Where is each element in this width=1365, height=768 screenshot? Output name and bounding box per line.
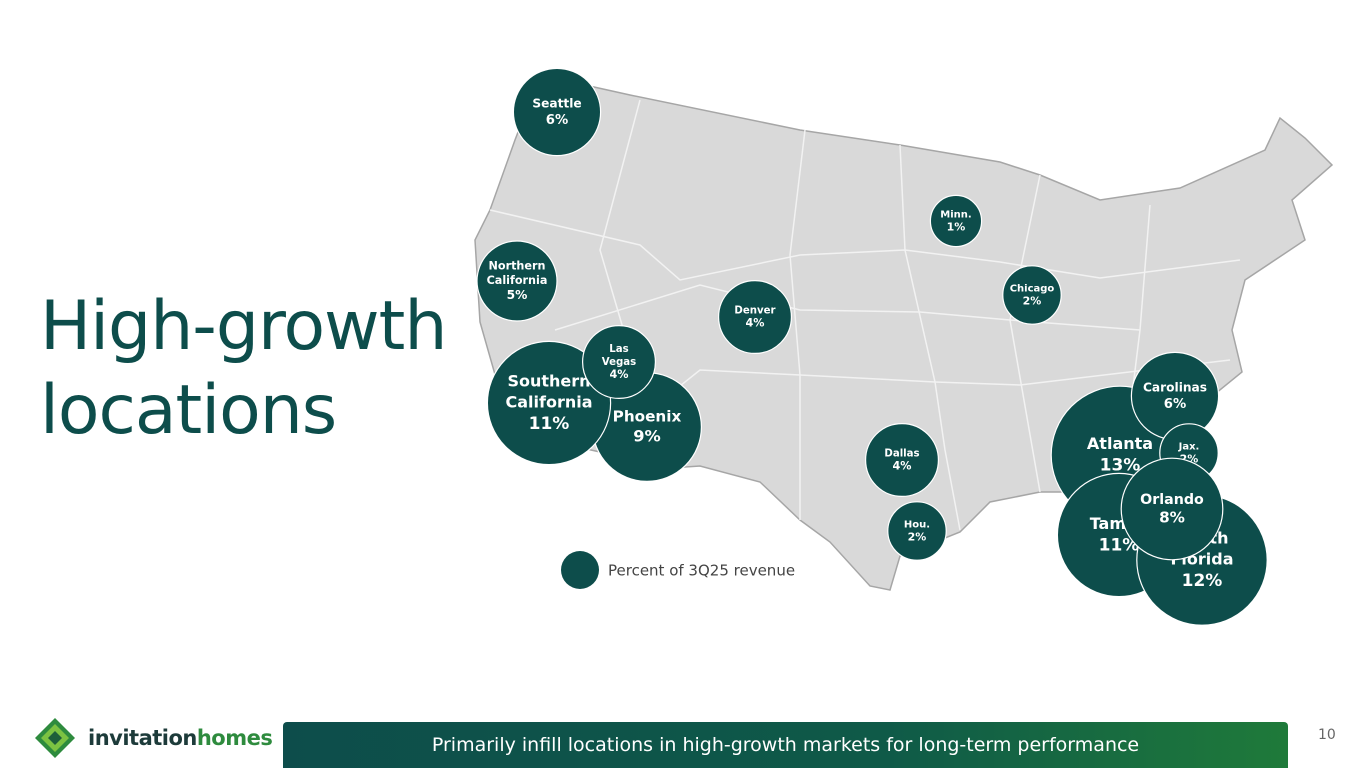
market-percent: 4% <box>610 368 629 381</box>
market-bubble <box>929 194 983 248</box>
market-name: Hou. <box>904 520 930 531</box>
market-percent: 13% <box>1100 455 1141 475</box>
market-bubble <box>1120 457 1224 561</box>
market-name: Chicago <box>1010 284 1055 295</box>
bubbles: Seattle6%NorthernCalifornia5%Phoenix9%So… <box>476 67 1268 626</box>
market-name: Atlanta <box>1087 434 1153 453</box>
market-name: Phoenix <box>613 408 682 426</box>
logo-mark <box>35 718 75 758</box>
market-name: Northern <box>489 259 546 272</box>
market-percent: 6% <box>546 113 568 128</box>
market-name: California <box>487 274 548 287</box>
slide-title: High-growth locations <box>40 285 447 453</box>
market-name: Vegas <box>602 357 636 368</box>
market-percent: 12% <box>1182 571 1223 591</box>
market-percent: 4% <box>893 460 912 473</box>
market-percent: 6% <box>1164 397 1186 412</box>
market-name: Denver <box>734 305 775 316</box>
market-bubble <box>717 280 792 355</box>
market-bubble <box>864 423 939 498</box>
logo-text: invitation <box>88 726 197 750</box>
market-percent: 2% <box>908 531 927 544</box>
title-line: High-growth <box>40 287 447 366</box>
market-name: Orlando <box>1140 492 1204 508</box>
market-percent: 4% <box>746 317 765 330</box>
page-number: 10 <box>1318 727 1336 743</box>
market-name: Minn. <box>940 210 971 221</box>
logo-text: homes <box>196 726 273 750</box>
market-bubble <box>476 240 558 322</box>
logo: invitationhomes <box>88 726 273 750</box>
market-name: Las <box>609 344 628 355</box>
market-bubble <box>486 340 612 466</box>
legend-swatch <box>561 551 599 589</box>
title-line: locations <box>40 371 337 450</box>
market-bubble <box>887 501 947 561</box>
market-percent: 11% <box>1099 535 1140 555</box>
market-bubble <box>581 325 656 400</box>
market-name: California <box>505 393 592 412</box>
market-bubble <box>1002 265 1062 325</box>
market-name: Southern <box>507 372 590 391</box>
market-percent: 2% <box>1023 295 1042 308</box>
market-name: Dallas <box>884 448 919 459</box>
market-percent: 11% <box>529 414 570 434</box>
legend-text: Percent of 3Q25 revenue <box>608 562 795 580</box>
market-percent: 1% <box>947 221 966 234</box>
market-name: Carolinas <box>1143 381 1207 395</box>
market-percent: 8% <box>1159 509 1185 527</box>
market-bubble <box>512 67 602 157</box>
market-name: Jax. <box>1178 442 1200 453</box>
market-percent: 9% <box>633 426 661 445</box>
market-name: Seattle <box>532 97 581 111</box>
market-percent: 5% <box>507 288 528 302</box>
footer-banner: Primarily infill locations in high-growt… <box>283 722 1288 768</box>
